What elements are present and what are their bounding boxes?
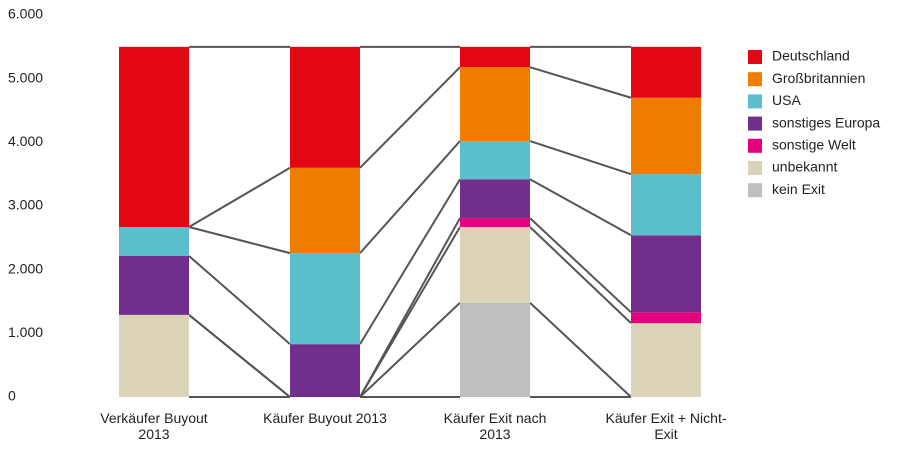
legend-swatch bbox=[748, 116, 762, 131]
bar-segment bbox=[460, 302, 530, 397]
bar-segment bbox=[631, 235, 701, 313]
bar-segment bbox=[290, 344, 360, 397]
legend-swatch bbox=[748, 183, 762, 198]
y-tick-label: 0 bbox=[8, 388, 16, 404]
connector bbox=[529, 226, 632, 324]
connector bbox=[529, 217, 632, 314]
connector bbox=[529, 140, 632, 176]
connector bbox=[188, 255, 291, 345]
connector bbox=[359, 178, 461, 345]
bar-segment bbox=[631, 312, 701, 324]
legend-label: sonstiges Europa bbox=[772, 114, 880, 130]
legend-swatch bbox=[748, 94, 762, 109]
connector bbox=[359, 66, 461, 169]
y-tick-label: 5.000 bbox=[8, 69, 43, 85]
legend-label: USA bbox=[772, 92, 801, 108]
legend-label: kein Exit bbox=[772, 181, 825, 197]
legend-label: Deutschland bbox=[772, 48, 850, 64]
bar-segment bbox=[460, 179, 530, 219]
connector bbox=[529, 178, 632, 237]
x-tick-label: Verkäufer Buyout 2013 bbox=[100, 410, 208, 442]
y-tick-label: 6.000 bbox=[8, 6, 43, 22]
bar-segment bbox=[460, 141, 530, 180]
bar-segment bbox=[631, 46, 701, 98]
y-tick-label: 1.000 bbox=[8, 324, 43, 340]
bar-segment bbox=[460, 227, 530, 303]
bar-segment bbox=[290, 167, 360, 254]
bar-segment bbox=[290, 253, 360, 345]
bar-segment bbox=[631, 323, 701, 397]
bar-segment bbox=[119, 255, 189, 315]
bar-segment bbox=[119, 46, 189, 228]
y-tick-label: 2.000 bbox=[8, 260, 43, 276]
connector bbox=[359, 217, 461, 398]
connector bbox=[359, 302, 461, 398]
connector bbox=[188, 166, 291, 228]
bar-segment bbox=[631, 174, 701, 236]
bar-segment bbox=[631, 97, 701, 175]
legend-label: Großbritannien bbox=[772, 70, 865, 86]
connector bbox=[529, 302, 632, 398]
legend-swatch bbox=[748, 72, 762, 87]
legend-swatch bbox=[748, 138, 762, 153]
connector bbox=[529, 66, 632, 99]
legend-swatch bbox=[748, 161, 762, 175]
legend-swatch bbox=[748, 50, 762, 64]
connector bbox=[188, 226, 291, 255]
connector bbox=[188, 314, 291, 398]
bar-segment bbox=[290, 46, 360, 168]
bar-segment bbox=[119, 227, 189, 256]
connector bbox=[359, 140, 461, 254]
bar-segment bbox=[460, 67, 530, 142]
x-tick-label: Käufer Exit nach 2013 bbox=[443, 410, 547, 442]
legend-label: sonstige Welt bbox=[772, 137, 856, 153]
legend-label: unbekannt bbox=[772, 159, 838, 175]
bar-segment bbox=[460, 46, 530, 68]
x-tick-label: Käufer Exit + Nicht-Exit bbox=[605, 410, 727, 442]
bar-segment bbox=[460, 218, 530, 228]
bar-segment bbox=[119, 314, 189, 397]
y-tick-label: 4.000 bbox=[8, 133, 43, 149]
x-tick-label: Käufer Buyout 2013 bbox=[263, 410, 387, 426]
y-tick-label: 3.000 bbox=[8, 197, 43, 213]
